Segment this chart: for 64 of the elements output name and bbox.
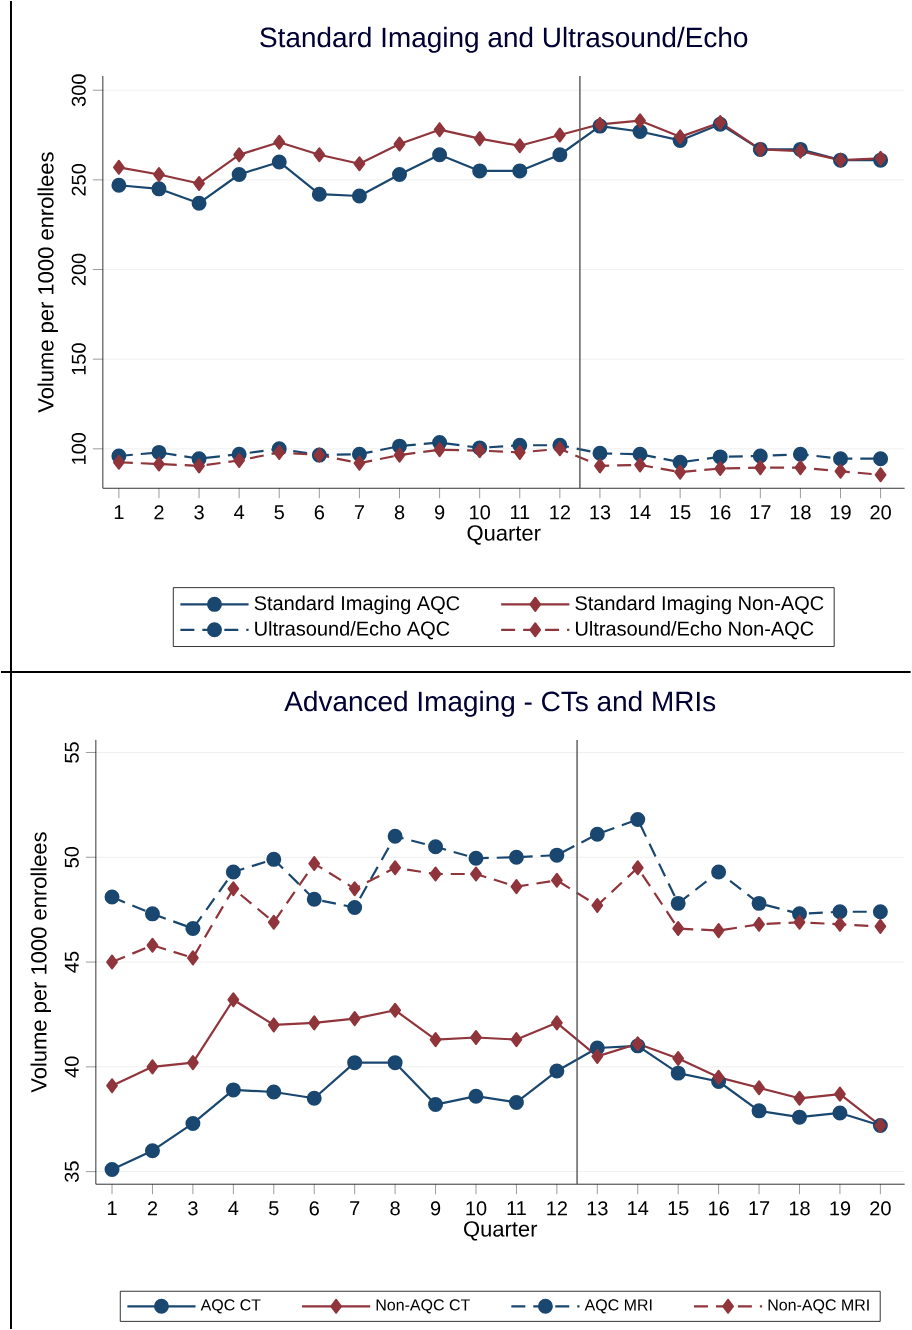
x-tick-label: 19	[831, 505, 851, 520]
y-tick-label: 100	[71, 432, 86, 464]
x-tick-label: 15	[670, 505, 691, 520]
x-tick-label: 16	[709, 1201, 730, 1216]
x-tick-label: 20	[870, 1201, 891, 1216]
x-tick-label: 7	[355, 505, 365, 520]
legend-label: AQC CT	[200, 1299, 261, 1314]
x-tick-label: 9	[431, 1201, 441, 1216]
x-axis-title: Quarter	[467, 525, 541, 545]
x-tick-label: 12	[550, 505, 571, 520]
y-tick-label: 35	[64, 1161, 79, 1182]
legend-label: Ultrasound/Echo Non-AQC	[576, 621, 814, 640]
x-tick-label: 4	[234, 505, 245, 520]
x-tick-label: 2	[154, 505, 164, 520]
x-axis-title: Quarter	[464, 1221, 538, 1241]
legend-label: AQC MRI	[584, 1299, 652, 1314]
chart-title: Advanced Imaging - CTs and MRIs	[284, 690, 716, 717]
x-tick-label: 14	[628, 1201, 649, 1215]
x-tick-label: 17	[750, 505, 771, 520]
x-tick-label: 11	[507, 1201, 527, 1215]
legend-label: Standard Imaging Non-AQC	[575, 595, 824, 615]
x-tick-label: 20	[870, 505, 892, 520]
x-tick-label: 18	[790, 1201, 810, 1216]
x-tick-label: 3	[194, 505, 204, 520]
x-tick-label: 10	[470, 505, 491, 520]
x-tick-label: 10	[466, 1201, 487, 1216]
x-tick-label: 17	[749, 1201, 770, 1215]
y-axis-title: Volume per 1000 enrollees	[37, 152, 59, 413]
x-tick-label: 1	[115, 505, 124, 520]
x-tick-label: 5	[269, 1201, 279, 1216]
x-tick-label: 6	[309, 1201, 320, 1216]
x-tick-label: 2	[148, 1201, 158, 1216]
x-tick-label: 13	[587, 1201, 608, 1216]
y-tick-label: 250	[71, 163, 86, 196]
y-axis-title: Volume per 1000 enrollees	[30, 832, 52, 1093]
legend-label: Non-AQC MRI	[768, 1299, 869, 1314]
legend-label: Non-AQC CT	[376, 1299, 471, 1314]
legend-label: Standard Imaging AQC	[254, 595, 460, 615]
x-tick-label: 6	[314, 505, 325, 520]
x-tick-label: 14	[630, 505, 651, 520]
y-tick-label: 45	[65, 951, 79, 973]
x-tick-label: 8	[395, 505, 405, 520]
y-tick-label: 300	[71, 74, 86, 107]
y-tick-label: 40	[64, 1056, 79, 1078]
y-tick-label: 50	[64, 846, 79, 868]
x-tick-label: 3	[188, 1201, 198, 1216]
x-tick-label: 8	[390, 1201, 400, 1216]
y-tick-label: 200	[71, 253, 86, 286]
x-tick-label: 4	[228, 1201, 239, 1215]
x-tick-label: 5	[274, 505, 285, 520]
x-tick-label: 7	[350, 1201, 360, 1215]
y-tick-label: 150	[71, 343, 86, 375]
x-tick-label: 16	[710, 505, 731, 520]
x-tick-label: 12	[547, 1201, 568, 1216]
x-tick-label: 13	[590, 505, 611, 520]
chart-title: Standard Imaging and Ultrasound/Echo	[260, 26, 748, 53]
x-tick-label: 18	[791, 505, 811, 520]
legend-label: Ultrasound/Echo AQC	[255, 621, 450, 640]
x-tick-label: 19	[830, 1201, 851, 1216]
x-tick-label: 9	[435, 505, 445, 520]
x-tick-label: 1	[108, 1201, 117, 1215]
x-tick-label: 15	[668, 1201, 689, 1216]
y-tick-label: 55	[65, 742, 79, 763]
x-tick-label: 11	[511, 505, 530, 520]
